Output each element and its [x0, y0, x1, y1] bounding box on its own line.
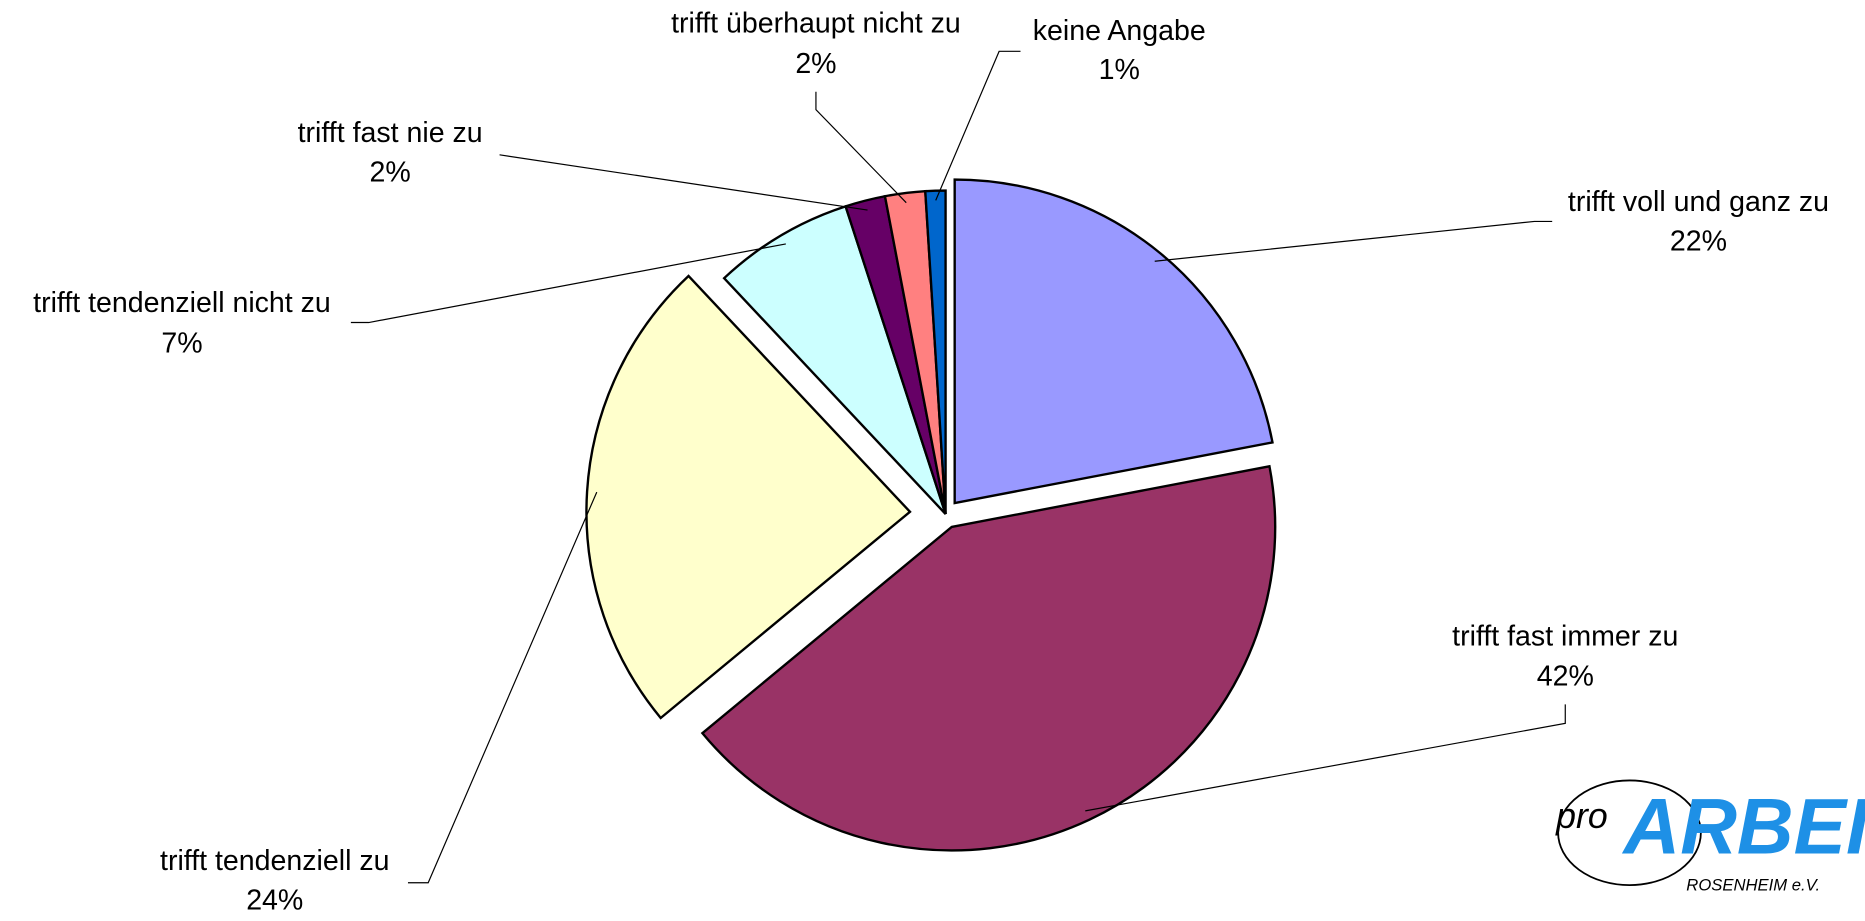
slice-label: trifft fast nie zu: [298, 117, 483, 149]
slice-value-label: 2%: [370, 156, 411, 188]
slice-label: trifft tendenziell zu: [160, 845, 389, 877]
slice-label: trifft tendenziell nicht zu: [33, 287, 331, 319]
slice-value-label: 7%: [161, 328, 202, 360]
slice-value-label: 42%: [1537, 661, 1594, 693]
slice-value-label: 22%: [1670, 225, 1727, 257]
leader-line: [407, 491, 598, 884]
leader-line: [1154, 220, 1553, 262]
leader-line: [935, 50, 1021, 201]
pie-slice: [924, 189, 947, 515]
slice-value-label: 24%: [246, 884, 303, 916]
leader-line: [815, 91, 907, 204]
logo-ring: [1557, 779, 1702, 887]
logo: pro ARBEIT ROSENHEIM e.V.: [1555, 779, 1865, 895]
slice-label: trifft voll und ganz zu: [1568, 186, 1829, 218]
slice-label: keine Angabe: [1033, 15, 1206, 47]
leader-line: [1085, 704, 1566, 812]
slice-value-label: 2%: [795, 48, 836, 80]
slice-label: trifft fast immer zu: [1452, 620, 1678, 652]
leader-line: [350, 243, 786, 324]
logo-prefix: pro: [1555, 796, 1608, 836]
logo-name: ARBEIT: [1622, 783, 1865, 871]
logo-place: ROSENHEIM e.V.: [1686, 876, 1820, 895]
pie-slice: [722, 204, 947, 515]
pie-slice: [585, 274, 912, 720]
slice-label: trifft überhaupt nicht zu: [671, 8, 961, 40]
pie-slice: [953, 178, 1274, 505]
pie-slice: [700, 464, 1277, 852]
slice-value-label: 1%: [1099, 54, 1140, 86]
leader-line: [499, 154, 868, 211]
